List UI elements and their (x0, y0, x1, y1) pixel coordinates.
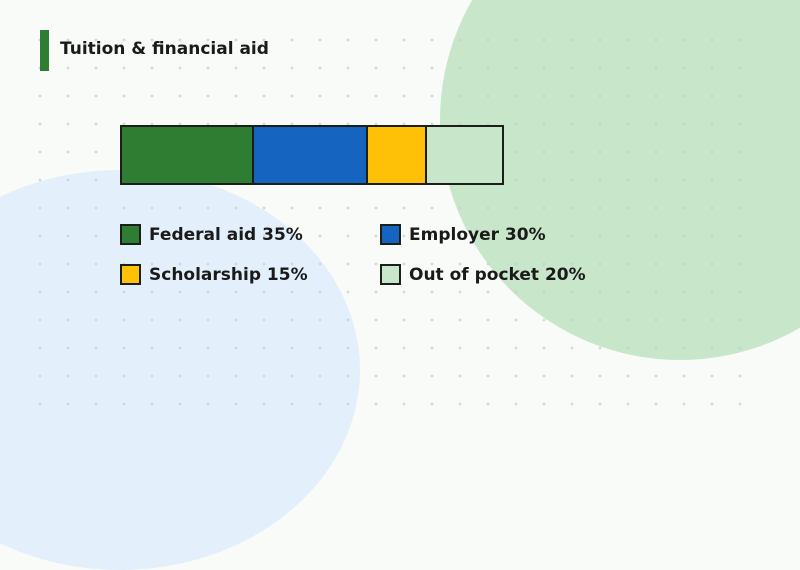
stacked-bar (120, 125, 504, 185)
legend-item: Scholarship 15% (120, 264, 308, 285)
legend-item: Out of pocket 20% (380, 264, 586, 285)
bar-segment-employer (253, 125, 369, 185)
bar-segment-out-of-pocket (426, 125, 504, 185)
legend-swatch (380, 264, 401, 285)
legend-swatch (380, 224, 401, 245)
bar-segment-scholarship (368, 125, 427, 185)
legend-item: Employer 30% (380, 224, 546, 245)
legend-label: Out of pocket 20% (409, 264, 586, 285)
legend-label: Federal aid 35% (149, 224, 303, 245)
legend-swatch (120, 224, 141, 245)
chart-title: Tuition & financial aid (60, 39, 269, 59)
legend-label: Scholarship 15% (149, 264, 308, 285)
legend-item: Federal aid 35% (120, 224, 303, 245)
bar-segment-federal-aid (120, 125, 254, 185)
title-accent-bar (40, 30, 49, 71)
legend-swatch (120, 264, 141, 285)
legend-label: Employer 30% (409, 224, 546, 245)
